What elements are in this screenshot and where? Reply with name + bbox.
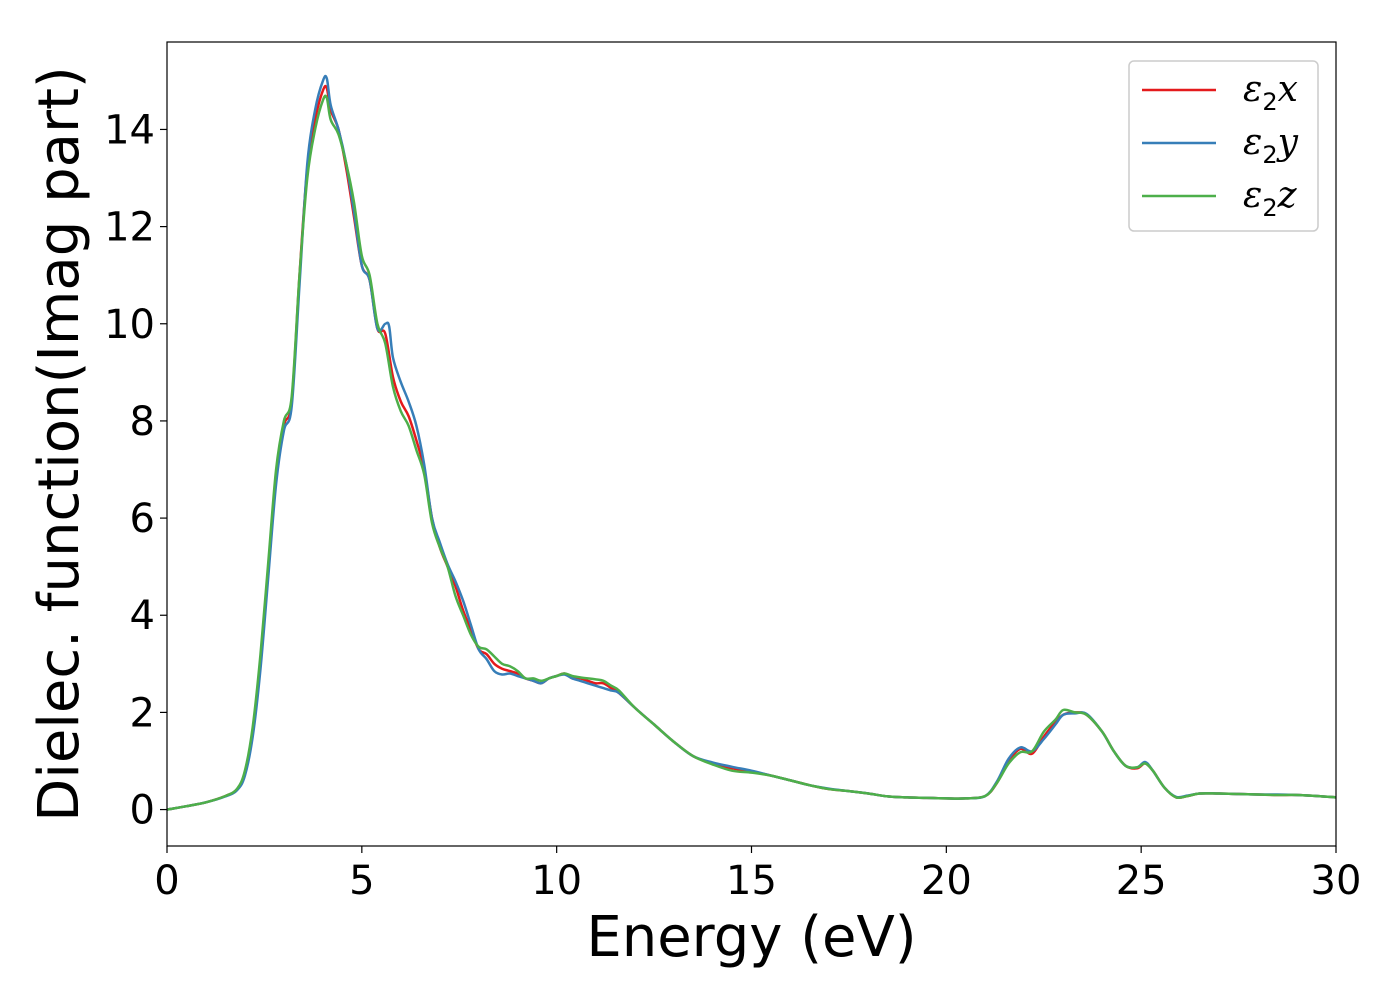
legend-entry-y: ε2y xyxy=(1243,122,1299,169)
x-axis-label: Energy (eV) xyxy=(586,905,916,970)
series-layer xyxy=(166,74,1337,811)
legend-entry-z: ε2z xyxy=(1243,175,1298,222)
legend-entry-x: ε2x xyxy=(1243,69,1298,116)
y-tick-label: 2 xyxy=(130,690,155,736)
legend-box xyxy=(1128,60,1319,232)
series-line-z xyxy=(166,94,1337,811)
x-tick-label: 5 xyxy=(349,858,374,904)
x-tick-label: 10 xyxy=(531,858,582,904)
x-tick-label: 20 xyxy=(921,858,972,904)
y-tick-label: 4 xyxy=(130,593,155,639)
x-axis-ticks: 0 5 10 15 20 25 30 xyxy=(154,846,1361,904)
y-tick-label: 0 xyxy=(130,788,155,834)
x-tick-label: 15 xyxy=(726,858,777,904)
x-tick-label: 0 xyxy=(154,858,179,904)
y-axis-ticks: 0 2 4 6 8 10 12 14 xyxy=(104,107,167,834)
y-tick-label: 14 xyxy=(104,107,155,153)
y-tick-label: 8 xyxy=(130,399,155,445)
y-axis-label: Dielec. function(Imag part) xyxy=(27,66,92,822)
y-tick-label: 6 xyxy=(130,496,155,542)
y-tick-label: 12 xyxy=(104,205,155,251)
x-tick-label: 25 xyxy=(1116,858,1167,904)
legend: ε2x ε2y ε2z xyxy=(1128,60,1319,232)
x-tick-label: 30 xyxy=(1311,858,1362,904)
y-tick-label: 10 xyxy=(104,302,155,348)
